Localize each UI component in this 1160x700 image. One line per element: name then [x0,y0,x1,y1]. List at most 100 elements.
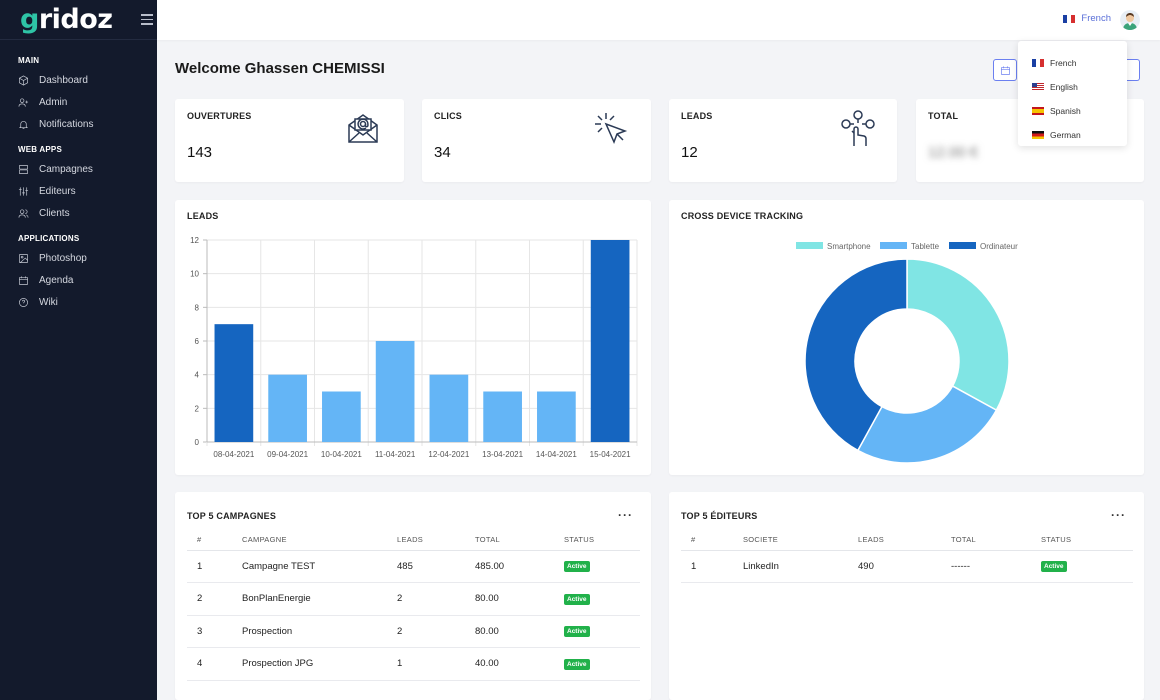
language-selector[interactable]: French [1063,13,1111,24]
legend-label[interactable]: Smartphone [827,242,871,251]
column-header: TOTAL [465,529,554,551]
x-tick-label: 11-04-2021 [375,450,416,459]
donut-slice[interactable] [856,385,998,464]
column-header: STATUS [1031,529,1133,551]
users-icon [18,208,29,218]
bar[interactable] [322,391,361,443]
avatar[interactable] [1120,10,1140,30]
cell-name: BonPlanEnergie [232,582,387,616]
y-tick-label: 4 [195,371,200,380]
sidebar-item-photoshop[interactable]: Photoshop [0,247,157,269]
stat-value: 34 [434,144,451,161]
table-header-row: # SOCIETE LEADS TOTAL STATUS [681,529,1133,551]
more-options-icon[interactable]: ··· [1111,508,1126,522]
sidebar-item-campagnes[interactable]: Campagnes [0,158,157,180]
cell-total: ------ [941,550,1031,583]
table-row[interactable]: 1 LinkedIn 490 ------ Active [681,550,1133,583]
device-donut-chart: Smartphone Tablette Ordinateur [796,242,1018,464]
cell-leads: 2 [387,582,465,616]
date-range-button[interactable] [993,59,1017,81]
sidebar-item-clients[interactable]: Clients [0,202,157,224]
bar[interactable] [214,324,254,442]
sidebar-item-admin[interactable]: Admin [0,91,157,113]
table-header-row: # CAMPAGNE LEADS TOTAL STATUS [187,529,640,551]
nav-section-main: MAIN [18,56,40,65]
sidebar-item-notifications[interactable]: Notifications [0,113,157,135]
bar[interactable] [590,240,630,442]
topbar: French [157,0,1160,40]
sidebar-item-editeurs[interactable]: Editeurs [0,180,157,202]
x-tick-label: 15-04-2021 [590,450,631,459]
card-title: LEADS [187,211,219,221]
table-row[interactable]: 3 Prospection 2 80.00 Active [187,615,640,648]
bar[interactable] [429,374,469,442]
france-flag-icon [1032,59,1044,67]
language-option-english[interactable]: English [1018,75,1127,99]
language-option-spanish[interactable]: Spanish [1018,99,1127,123]
table-row[interactable]: 2 BonPlanEnergie 2 80.00 Active [187,582,640,616]
cell-name: Prospection JPG [232,647,387,681]
sidebar: gridoz MAIN Dashboard Admin Notification… [0,0,157,700]
y-tick-label: 2 [195,404,200,413]
language-dropdown: French English Spanish German [1018,41,1127,146]
sidebar-item-wiki[interactable]: Wiki [0,291,157,313]
stat-label: LEADS [681,111,713,121]
language-option-german[interactable]: German [1018,123,1127,147]
status-badge: Active [564,561,590,573]
card-title: TOP 5 ÉDITEURS [681,511,758,521]
campagnes-table: # CAMPAGNE LEADS TOTAL STATUS 1 Campagne … [187,529,640,681]
donut-slice[interactable] [804,258,908,452]
donut-slice[interactable] [906,258,1010,412]
x-tick-label: 09-04-2021 [267,450,308,459]
sidebar-item-agenda[interactable]: Agenda [0,269,157,291]
top-campagnes-card: TOP 5 CAMPAGNES ··· # CAMPAGNE LEADS TOT… [175,492,651,700]
legend-label[interactable]: Tablette [911,242,940,251]
more-options-icon[interactable]: ··· [618,508,633,522]
table-row[interactable]: 4 Prospection JPG 1 40.00 Active [187,647,640,681]
cell-leads: 490 [848,550,941,583]
stat-value: 143 [187,144,213,161]
column-header: TOTAL [941,529,1031,551]
nav-section-web-apps: WEB APPS [18,145,62,154]
y-tick-label: 12 [190,236,199,245]
gridoz-logo[interactable]: gridoz [20,4,113,35]
language-option-french[interactable]: French [1018,51,1127,75]
user-plus-icon [18,97,29,107]
table-row[interactable]: 1 Campagne TEST 485 485.00 Active [187,550,640,583]
column-header: # [187,529,232,551]
germany-flag-icon [1032,131,1044,139]
cell-n: 3 [187,615,232,648]
legend-swatch[interactable] [880,242,907,249]
france-flag-icon [1063,14,1076,23]
cell-status: Active [554,582,640,616]
leads-bar-chart: 0 2 4 6 8 10 12 08-04-2021 09-04-2021 10-04-2021 1… [190,236,638,459]
cell-total: 80.00 [465,615,554,648]
stat-label: CLICS [434,111,462,121]
stat-card-ouvertures: OUVERTURES 143 [175,99,404,182]
bar[interactable] [537,391,576,443]
bar[interactable] [375,341,415,442]
calendar-icon [19,275,28,285]
bar[interactable] [483,391,522,443]
cell-name: LinkedIn [733,550,848,583]
legend-swatch[interactable] [949,242,976,249]
envelope-open-icon [346,111,380,150]
sidebar-item-dashboard[interactable]: Dashboard [0,69,157,91]
stat-label: OUVERTURES [187,111,252,121]
legend-label[interactable]: Ordinateur [980,242,1018,251]
user-avatar-icon [1120,10,1140,30]
device-chart-card: CROSS DEVICE TRACKING Smartphone Tablette… [669,200,1144,475]
bar[interactable] [268,374,307,442]
y-tick-label: 6 [195,337,200,346]
card-title: TOP 5 CAMPAGNES [187,511,277,521]
menu-toggle-icon[interactable] [140,14,153,25]
column-header: STATUS [554,529,640,551]
status-badge: Active [564,626,590,638]
y-tick-label: 8 [195,303,200,312]
stat-card-leads: LEADS 12 [669,99,897,182]
cell-name: Campagne TEST [232,550,387,583]
x-tick-label: 14-04-2021 [536,450,577,459]
column-header: CAMPAGNE [232,529,387,551]
legend-swatch[interactable] [796,242,823,249]
image-icon [19,253,28,263]
